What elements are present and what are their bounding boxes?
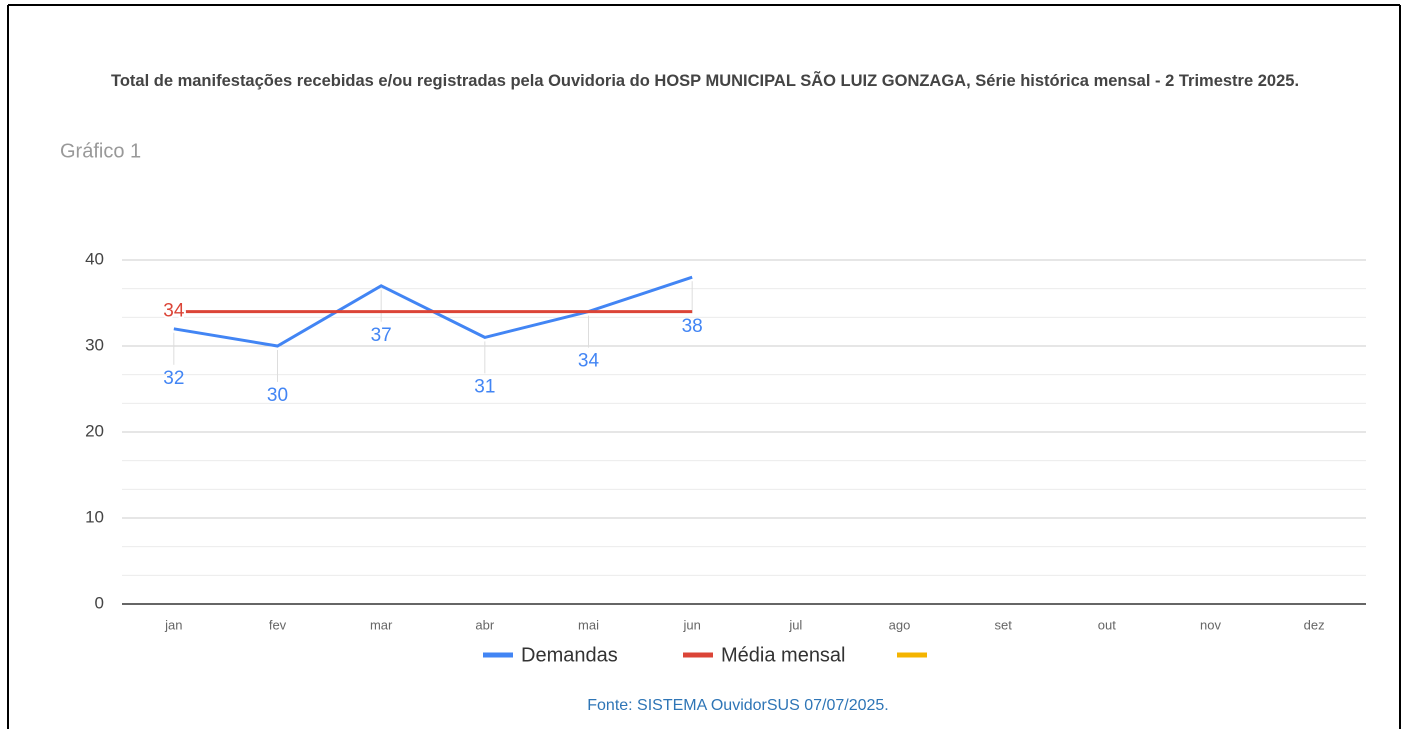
x-tick-label: nov bbox=[1200, 617, 1221, 632]
x-tick-label: ago bbox=[889, 617, 911, 632]
y-tick-label: 40 bbox=[85, 249, 104, 268]
legend-label: Média mensal bbox=[721, 644, 846, 666]
y-tick-label: 30 bbox=[85, 335, 104, 354]
y-tick-label: 10 bbox=[85, 507, 104, 526]
x-tick-label: jul bbox=[788, 617, 802, 632]
data-label: 30 bbox=[267, 385, 288, 406]
data-label: 37 bbox=[371, 325, 392, 346]
x-tick-label: dez bbox=[1304, 617, 1325, 632]
x-tick-label: set bbox=[994, 617, 1012, 632]
data-label: 31 bbox=[474, 376, 495, 397]
chart-subtitle: Gráfico 1 bbox=[60, 140, 141, 162]
x-tick-label: out bbox=[1098, 617, 1116, 632]
x-tick-label: abr bbox=[475, 617, 494, 632]
x-tick-label: jun bbox=[682, 617, 700, 632]
legend-label: Demandas bbox=[521, 644, 618, 666]
x-tick-label: mai bbox=[578, 617, 599, 632]
y-tick-label: 20 bbox=[85, 421, 104, 440]
data-label: 34 bbox=[578, 351, 600, 372]
data-label: 38 bbox=[682, 316, 703, 337]
source: Fonte: SISTEMA OuvidorSUS 07/07/2025. bbox=[587, 697, 889, 714]
x-tick-label: jan bbox=[164, 617, 182, 632]
x-tick-label: mar bbox=[370, 617, 393, 632]
x-tick-label: fev bbox=[269, 617, 287, 632]
data-label: 32 bbox=[163, 368, 184, 389]
data-label: 34 bbox=[163, 301, 185, 322]
chart-title: Total de manifestações recebidas e/ou re… bbox=[110, 72, 1300, 90]
y-tick-label: 0 bbox=[95, 593, 104, 612]
